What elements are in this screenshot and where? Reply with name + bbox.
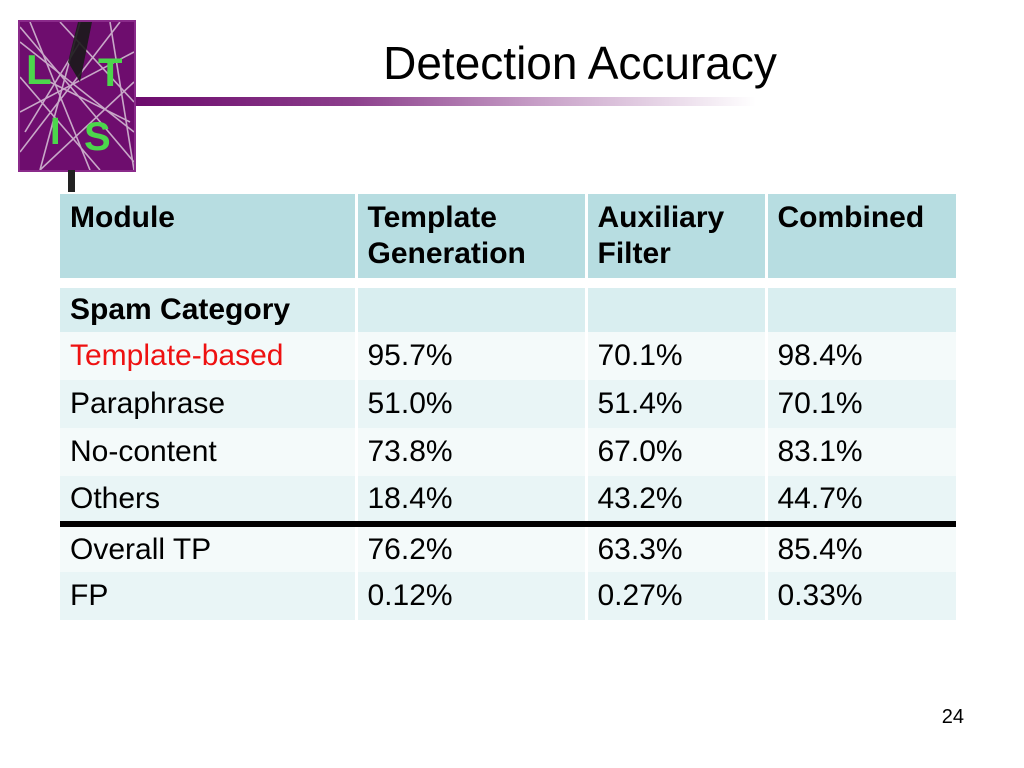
accuracy-table: Module Template Generation Auxiliary Fil… [60, 194, 956, 620]
table-cell: 98.4% [766, 332, 956, 380]
table-cell: 44.7% [766, 476, 956, 524]
table-cell [356, 280, 588, 332]
table-cell: 0.33% [766, 572, 956, 620]
row-label: No-content [60, 428, 358, 476]
table-cell: 70.1% [766, 380, 956, 428]
table-cell [586, 280, 768, 332]
row-label: FP [60, 572, 358, 620]
table-cell: 63.3% [586, 521, 768, 572]
table-cell: 95.7% [356, 332, 588, 380]
slide-title: Detection Accuracy [383, 37, 777, 89]
section-label: Spam Category [60, 280, 358, 332]
table-cell: 70.1% [586, 332, 768, 380]
table-row: Overall TP 76.2% 63.3% 85.4% [60, 521, 956, 572]
table-cell: 51.0% [356, 380, 588, 428]
header-combined: Combined [766, 194, 956, 288]
logo-graphic: L T I S [20, 22, 134, 170]
row-label: Others [60, 476, 358, 524]
table-cell: 18.4% [356, 476, 588, 524]
logo-letter-s: S [84, 115, 111, 159]
logo-letter-t: T [98, 51, 122, 95]
logo-letter-l: L [26, 46, 52, 93]
table-cell [766, 280, 956, 332]
table-cell: 76.2% [356, 521, 588, 572]
table-cell: 67.0% [586, 428, 768, 476]
title-rule [136, 97, 756, 106]
header-module: Module [60, 194, 358, 288]
table-row: Others 18.4% 43.2% 44.7% [60, 476, 956, 524]
row-label: Template-based [60, 332, 358, 380]
row-label: Paraphrase [60, 380, 358, 428]
table-cell: 43.2% [586, 476, 768, 524]
table-cell: 83.1% [766, 428, 956, 476]
header-auxiliary-filter: Auxiliary Filter [586, 194, 768, 288]
table-header-row: Module Template Generation Auxiliary Fil… [60, 194, 956, 288]
page-number: 24 [941, 706, 964, 728]
table-cell: 0.27% [586, 572, 768, 620]
logo: L T I S [18, 20, 136, 172]
section-row: Spam Category [60, 280, 956, 332]
table-row: FP 0.12% 0.27% 0.33% [60, 572, 956, 620]
table-row: Paraphrase 51.0% 51.4% 70.1% [60, 380, 956, 428]
header-template-generation: Template Generation [356, 194, 588, 288]
table-cell: 0.12% [356, 572, 588, 620]
table-row: No-content 73.8% 67.0% 83.1% [60, 428, 956, 476]
logo-stem [68, 170, 75, 192]
table-cell: 73.8% [356, 428, 588, 476]
row-label: Overall TP [60, 521, 358, 572]
table-row: Template-based 95.7% 70.1% 98.4% [60, 332, 956, 380]
table-cell: 51.4% [586, 380, 768, 428]
table-cell: 85.4% [766, 521, 956, 572]
logo-letter-i: I [50, 111, 61, 153]
